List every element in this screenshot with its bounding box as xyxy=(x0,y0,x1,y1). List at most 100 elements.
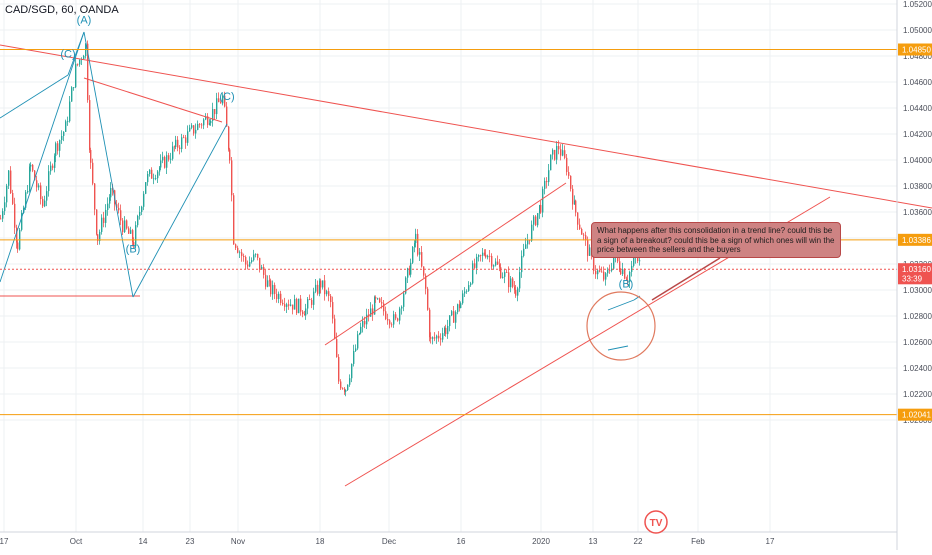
y-tick-label: 1.02400 xyxy=(903,364,932,373)
candle-body xyxy=(38,185,40,188)
candle-body xyxy=(459,304,461,309)
wave-line-4[interactable] xyxy=(0,31,85,283)
candle-body xyxy=(52,165,54,168)
wave-line-6[interactable] xyxy=(607,299,635,311)
candle-body xyxy=(8,170,10,186)
candle-body xyxy=(334,318,336,340)
candle-body xyxy=(562,150,564,156)
consolidation-circle[interactable] xyxy=(586,291,656,361)
candle-body xyxy=(212,109,214,121)
candle-body xyxy=(517,288,519,296)
wave-label: (B) xyxy=(619,278,634,290)
candle-body xyxy=(237,247,239,253)
candle-body xyxy=(491,255,493,267)
candle-body xyxy=(330,295,332,303)
candle-body xyxy=(118,207,120,211)
candle-body xyxy=(597,270,599,275)
descending-trendline[interactable] xyxy=(0,44,932,209)
candle-body xyxy=(480,255,482,256)
wave-line-5[interactable] xyxy=(132,123,228,298)
candle-body xyxy=(347,384,349,390)
candle-body xyxy=(385,311,387,320)
candle-body xyxy=(487,255,489,258)
candle-body xyxy=(298,298,300,314)
drawings[interactable] xyxy=(0,31,932,487)
candle-body xyxy=(575,200,577,213)
candle-body xyxy=(201,124,203,126)
candle-body xyxy=(231,160,233,196)
candle-body xyxy=(168,155,170,160)
candle-body xyxy=(558,146,560,150)
candle-body xyxy=(359,333,361,335)
wave-line-8[interactable] xyxy=(607,345,629,351)
candle-body xyxy=(560,149,562,156)
candle-body xyxy=(272,284,274,295)
candle-body xyxy=(218,98,220,103)
y-tick-label: 1.02600 xyxy=(903,338,932,347)
candle-body xyxy=(499,264,501,268)
channel-upper-line[interactable] xyxy=(324,182,567,346)
candle-body xyxy=(245,256,247,265)
callout-pointer[interactable] xyxy=(651,257,721,301)
candle-body xyxy=(54,155,56,168)
y-tick-label: 1.03600 xyxy=(903,208,932,217)
candle-body xyxy=(613,257,615,269)
candle-body xyxy=(10,170,12,194)
candle-body xyxy=(101,217,103,232)
y-tick-label: 1.04200 xyxy=(903,130,932,139)
candle-body xyxy=(338,357,340,382)
candle-body xyxy=(185,137,187,143)
candle-body xyxy=(42,199,44,207)
candle-body xyxy=(627,280,629,282)
candle-body xyxy=(128,228,130,234)
candle-body xyxy=(149,169,151,174)
candle-body xyxy=(362,321,364,327)
candle-body xyxy=(32,164,34,171)
candle-body xyxy=(197,123,199,130)
candle-body xyxy=(320,280,322,288)
candle-body xyxy=(57,143,59,151)
candle-body xyxy=(540,205,542,213)
candle-body xyxy=(164,156,166,168)
x-tick-label: 13 xyxy=(589,537,598,546)
candle-body xyxy=(393,314,395,325)
candle-body xyxy=(195,129,197,134)
candle-body xyxy=(46,191,48,201)
candle-body xyxy=(372,308,374,315)
candle-body xyxy=(141,206,143,212)
candle-body xyxy=(342,388,344,390)
candle-body xyxy=(535,216,537,226)
candle-body xyxy=(132,230,134,243)
x-tick-label: 22 xyxy=(634,537,643,546)
candle-body xyxy=(89,100,91,150)
wave-line-1[interactable] xyxy=(0,74,69,119)
time-axis[interactable]: 17 Oct 14 23 Nov 18 Dec 16 2020 13 22 Feb 17 xyxy=(0,531,897,546)
candle-body xyxy=(631,265,633,272)
candle-body xyxy=(315,284,317,292)
candle-body xyxy=(261,266,263,270)
candle-body xyxy=(609,269,611,271)
x-tick-label: Dec xyxy=(382,537,396,546)
candle-body xyxy=(302,311,304,315)
y-tick-label: 1.04400 xyxy=(903,104,932,113)
price-badge-label: 33:39 xyxy=(902,274,923,283)
candle-body xyxy=(512,278,514,287)
candle-body xyxy=(508,272,510,288)
candle-body xyxy=(626,278,628,281)
annotation-callout[interactable]: What happens after this consolidation in… xyxy=(591,222,841,258)
candle-body xyxy=(472,263,474,284)
candle-body xyxy=(500,267,502,278)
candle-body xyxy=(468,285,470,291)
candle-body xyxy=(399,308,401,321)
candle-body xyxy=(109,197,111,204)
wave-a-c-line[interactable] xyxy=(83,77,223,123)
candle-body xyxy=(292,304,294,310)
candle-body xyxy=(429,309,431,338)
candle-body xyxy=(470,283,472,286)
wave-line-3[interactable] xyxy=(83,31,134,298)
candle-body xyxy=(527,239,529,245)
candle-body xyxy=(579,224,581,230)
